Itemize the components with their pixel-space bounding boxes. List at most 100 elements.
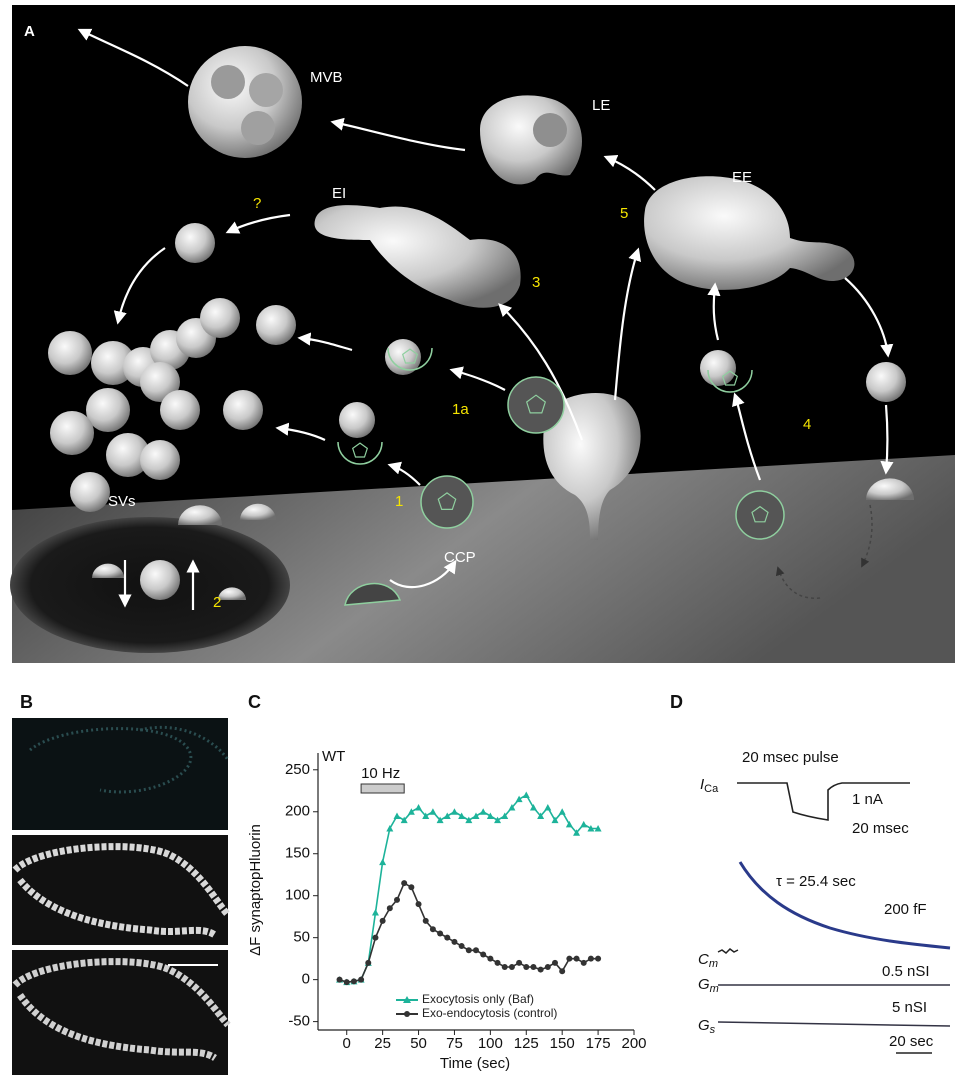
early-endosome [644,176,855,290]
panel-letter: C [248,692,261,712]
vesicle [48,331,92,375]
marker [372,934,379,941]
vesicle [866,362,906,402]
marker [386,905,393,912]
subscript: Ca [704,783,719,795]
symbol: I [700,776,704,793]
mvb-vesicle [241,111,275,145]
marker [544,964,551,971]
marker [523,964,530,971]
marker [566,955,573,962]
marker [415,804,423,811]
marker [379,858,387,866]
gs-trace [717,1021,951,1027]
y-tick-label: 50 [293,929,310,946]
fusing-vesicle [866,478,914,500]
label: Cm [698,951,718,970]
micrograph [12,718,228,830]
mvb-vesicle [249,73,283,107]
coat [507,376,565,434]
marker [486,812,494,819]
marker [422,917,429,924]
x-tick-label: 0 [343,1035,351,1052]
marker [473,947,479,954]
bouton-bright [12,958,231,1062]
marker [573,829,581,836]
legend-label: Exo-endocytosis (control) [422,1006,557,1020]
y-tick-label: 150 [285,845,310,862]
label: 4 [803,416,811,433]
marker [501,964,508,971]
legend-label: Exocytosis only (Baf) [422,992,534,1006]
marker [379,917,386,924]
label: 20 msec [852,820,909,837]
vesicle [70,472,110,512]
label: 1a [452,401,469,418]
label: 2 [213,594,221,611]
x-tick-label: 150 [550,1035,575,1052]
label: 5 nSI [892,999,927,1016]
label: EI [332,185,346,202]
coat-pentagon [751,505,769,523]
vesicle [339,402,375,438]
marker [587,955,594,962]
x-tick-label: 200 [621,1035,646,1052]
panel-letter: B [20,692,33,712]
vesicle [175,223,215,263]
endosomal-intermediate [314,205,521,308]
marker [443,812,451,819]
label: EE [732,169,752,186]
marker [558,808,566,815]
stimulus-label: 10 Hz [361,765,400,782]
y-tick-label: 200 [285,803,310,820]
marker [515,795,523,803]
marker [580,820,588,828]
marker [537,812,545,819]
marker [394,896,400,903]
le-vesicle [533,113,567,147]
label: ICa [700,776,719,795]
x-tick-label: 125 [514,1035,539,1052]
marker [444,934,451,941]
marker [401,880,408,887]
x-axis-label: Time (sec) [440,1055,510,1072]
coat [344,583,402,606]
marker [494,959,501,966]
label: MVB [310,69,343,86]
symbol: G [698,1017,710,1034]
marker [437,930,444,937]
panel-a: A MVB LE EE EI ? 5 3 1a 1 2 4 SVs CCP [10,5,955,663]
marker [508,964,515,971]
label: LE [592,97,610,114]
label: Gm [698,976,719,995]
marker [508,804,516,811]
label: 5 [620,205,628,222]
x-tick-label: 175 [586,1035,611,1052]
panel-letter: A [24,23,35,40]
coat-pentagon [437,492,457,510]
vesicle [160,390,200,430]
panel-b: B [12,692,231,1075]
y-tick-label: 250 [285,761,310,778]
vesicle [140,362,180,402]
panel-d: D 20 msec pulse ICa 1 nA 20 msec τ = 25.… [670,692,951,1054]
marker [343,979,350,986]
marker [371,908,379,916]
x-tick-label: 50 [410,1035,427,1052]
coat [735,490,785,540]
capacitance-baseline [717,948,739,954]
vesicle [50,411,94,455]
marker [358,976,365,983]
marker [429,808,437,815]
label: Gs [698,1017,716,1036]
marker [408,884,415,891]
marker [400,816,408,824]
y-tick-label: 0 [302,971,310,988]
marker [595,955,602,962]
marker [552,959,558,966]
vesicle [140,440,180,480]
marker [529,804,537,811]
bulk-endosome [543,392,641,540]
marker [580,959,587,966]
marker [537,966,544,973]
